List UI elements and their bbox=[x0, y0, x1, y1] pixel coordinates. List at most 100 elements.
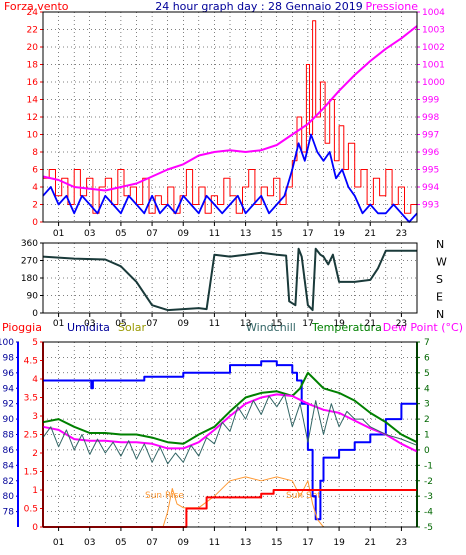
direction-tick-label: 180 bbox=[21, 274, 38, 284]
x-tick-label: 15 bbox=[271, 319, 282, 329]
wind-tick-label: 10 bbox=[27, 131, 39, 141]
pressure-axis-label: Pressione bbox=[366, 0, 419, 13]
temperature-tick-label: 3 bbox=[424, 400, 430, 410]
rain-label: Pioggia bbox=[2, 321, 42, 334]
x-tick-label: 01 bbox=[53, 229, 64, 239]
pressure-tick-label: 1002 bbox=[422, 43, 445, 53]
x-tick-label: 11 bbox=[209, 538, 220, 548]
temperature-tick-label: -3 bbox=[424, 492, 433, 502]
x-tick-label: 13 bbox=[240, 538, 251, 548]
wind-tick-label: 24 bbox=[27, 8, 39, 18]
pressure-tick-label: 994 bbox=[422, 183, 439, 193]
graph-title: 24 hour graph day : 28 Gennaio 2019 bbox=[155, 0, 363, 13]
direction-tick-label: 0 bbox=[32, 309, 38, 319]
temperature-tick-label: 7 bbox=[424, 338, 430, 348]
x-tick-label: 21 bbox=[365, 319, 376, 329]
temperature-tick-label: 2 bbox=[424, 415, 430, 425]
pressure-tick-label: 1001 bbox=[422, 61, 445, 71]
pressure-tick-label: 1003 bbox=[422, 26, 445, 36]
wind-tick-label: 22 bbox=[27, 26, 38, 36]
temperature-tick-label: 5 bbox=[424, 369, 430, 379]
sunrise-annotation: Sun Rise bbox=[145, 491, 184, 501]
rain-tick-label: 3 bbox=[32, 412, 38, 422]
pressure-tick-label: 997 bbox=[422, 131, 439, 141]
dew-point-c-series bbox=[42, 393, 418, 453]
compass-label: W bbox=[436, 256, 447, 269]
solar-series bbox=[43, 476, 417, 528]
compass-label: S bbox=[436, 273, 443, 286]
humidity-tick-label: 98 bbox=[3, 353, 15, 363]
x-tick-label: 15 bbox=[271, 538, 282, 548]
humidity-tick-label: 100 bbox=[0, 338, 14, 348]
temperature-tick-label: -4 bbox=[424, 508, 433, 518]
wind-tick-label: 6 bbox=[32, 166, 38, 176]
temperature-tick-label: -2 bbox=[424, 477, 433, 487]
wind-speed-series bbox=[42, 133, 418, 223]
direction-frame bbox=[42, 242, 418, 314]
x-tick-label: 17 bbox=[302, 229, 313, 239]
pioggia-series bbox=[43, 489, 417, 528]
rain-tick-label: 0.5 bbox=[24, 505, 38, 515]
wind-tick-label: 2 bbox=[32, 201, 38, 211]
temperature-tick-label: 0 bbox=[424, 446, 430, 456]
x-tick-label: 17 bbox=[302, 538, 313, 548]
humidity-tick-label: 92 bbox=[3, 400, 14, 410]
solar-label: Solar bbox=[118, 321, 147, 334]
wind-tick-label: 0 bbox=[32, 218, 38, 228]
rain-tick-label: 0 bbox=[32, 523, 38, 533]
temperature-tick-label: 6 bbox=[424, 353, 430, 363]
humidity-tick-label: 80 bbox=[3, 492, 15, 502]
pressure-tick-label: 995 bbox=[422, 166, 439, 176]
humidity-label: Umidita bbox=[67, 321, 110, 334]
wind-tick-label: 4 bbox=[32, 183, 38, 193]
wind-axis-label: Forza vento bbox=[4, 0, 69, 13]
x-tick-label: 03 bbox=[84, 538, 95, 548]
x-tick-label: 09 bbox=[178, 229, 190, 239]
x-tick-label: 07 bbox=[146, 319, 157, 329]
windchill-series bbox=[42, 393, 418, 465]
x-tick-label: 15 bbox=[271, 229, 282, 239]
pressure-tick-label: 1004 bbox=[422, 8, 445, 18]
x-tick-label: 03 bbox=[84, 229, 95, 239]
x-tick-label: 03 bbox=[84, 319, 95, 329]
direction-tick-label: 90 bbox=[27, 292, 39, 302]
umidita-series bbox=[43, 360, 417, 521]
wind-tick-label: 14 bbox=[27, 96, 39, 106]
humidity-tick-label: 90 bbox=[3, 415, 15, 425]
wind-tick-label: 16 bbox=[27, 78, 39, 88]
wind-tick-label: 20 bbox=[27, 43, 39, 53]
pressure-series bbox=[42, 25, 418, 192]
x-tick-label: 23 bbox=[396, 319, 407, 329]
x-tick-label: 19 bbox=[333, 229, 345, 239]
temperatura-series bbox=[42, 371, 418, 445]
x-tick-label: 05 bbox=[115, 229, 126, 239]
x-tick-label: 07 bbox=[146, 538, 157, 548]
x-tick-label: 19 bbox=[333, 538, 345, 548]
rain-tick-label: 1.5 bbox=[24, 468, 38, 478]
compass-label: E bbox=[436, 291, 443, 304]
x-tick-label: 07 bbox=[146, 229, 157, 239]
wind-tick-label: 18 bbox=[27, 61, 39, 71]
x-tick-label: 11 bbox=[209, 229, 220, 239]
pressure-tick-label: 1000 bbox=[422, 78, 445, 88]
temperature-tick-label: -5 bbox=[424, 523, 433, 533]
x-tick-label: 17 bbox=[302, 319, 313, 329]
wind-tick-label: 8 bbox=[32, 148, 38, 158]
x-tick-label: 01 bbox=[53, 538, 64, 548]
x-tick-label: 13 bbox=[240, 319, 251, 329]
wind-direction-series bbox=[42, 247, 417, 312]
x-tick-label: 01 bbox=[53, 319, 64, 329]
x-tick-label: 13 bbox=[240, 229, 251, 239]
humidity-tick-label: 86 bbox=[3, 446, 15, 456]
humidity-tick-label: 96 bbox=[3, 369, 15, 379]
x-tick-label: 19 bbox=[333, 319, 345, 329]
humidity-tick-label: 88 bbox=[3, 431, 15, 441]
pressure-tick-label: 998 bbox=[422, 113, 439, 123]
wind-tick-label: 12 bbox=[27, 113, 38, 123]
wind-pressure-frame bbox=[42, 11, 418, 223]
x-tick-label: 23 bbox=[396, 229, 407, 239]
humidity-tick-label: 94 bbox=[3, 384, 15, 394]
rain-tick-label: 1 bbox=[32, 486, 38, 496]
